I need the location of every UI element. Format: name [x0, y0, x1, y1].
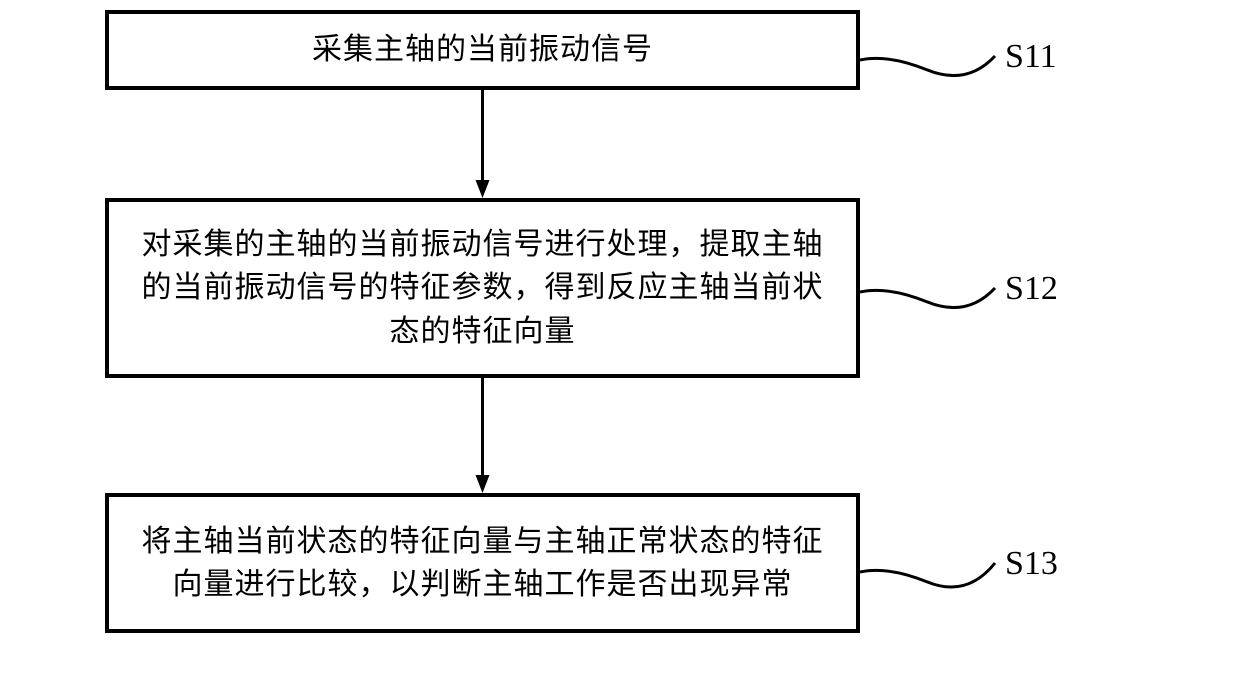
- flow-callout-curve: [860, 288, 995, 308]
- flow-node-s11: 采集主轴的当前振动信号: [105, 10, 860, 90]
- flow-node-text: 采集主轴的当前振动信号: [312, 28, 653, 72]
- flow-callout-curve: [860, 563, 995, 587]
- flow-node-text: 对采集的主轴的当前振动信号进行处理，提取主轴的当前振动信号的特征参数，得到反应主…: [129, 223, 836, 354]
- flow-node-text: 将主轴当前状态的特征向量与主轴正常状态的特征向量进行比较，以判断主轴工作是否出现…: [129, 520, 836, 607]
- flow-callout-curve: [860, 56, 995, 76]
- flow-connector-arrowhead: [476, 180, 490, 198]
- flow-step-label-s12: S12: [1005, 270, 1058, 308]
- flow-node-s13: 将主轴当前状态的特征向量与主轴正常状态的特征向量进行比较，以判断主轴工作是否出现…: [105, 493, 860, 633]
- flow-node-s12: 对采集的主轴的当前振动信号进行处理，提取主轴的当前振动信号的特征参数，得到反应主…: [105, 198, 860, 378]
- flow-step-label-s11: S11: [1005, 38, 1057, 76]
- flow-connector-arrowhead: [476, 475, 490, 493]
- flowchart-canvas: 采集主轴的当前振动信号 S11 对采集的主轴的当前振动信号进行处理，提取主轴的当…: [0, 0, 1240, 698]
- flow-step-label-s13: S13: [1005, 545, 1058, 583]
